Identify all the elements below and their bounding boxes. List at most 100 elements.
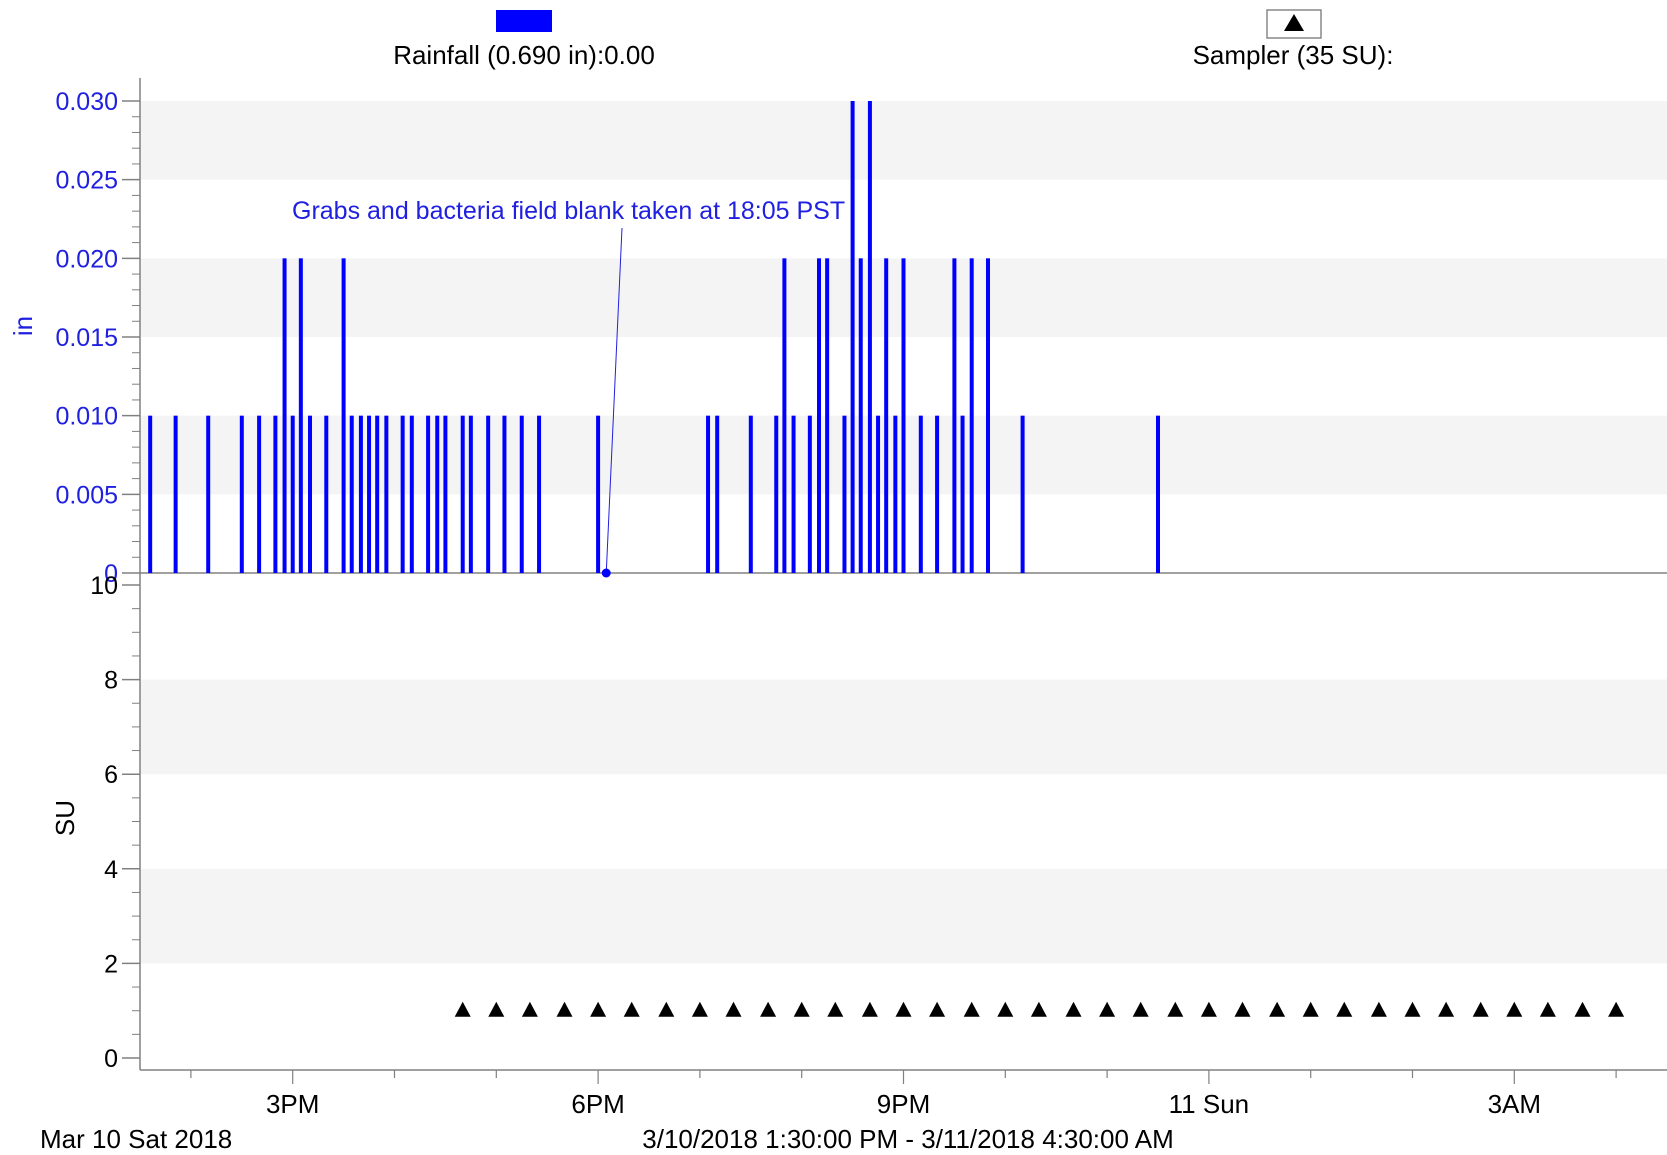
start-date-label: Mar 10 Sat 2018	[40, 1124, 232, 1154]
rainfall-bar	[384, 415, 389, 573]
rainfall-bar	[206, 415, 211, 573]
rainfall-bar	[290, 415, 295, 573]
rainfall-bar	[901, 258, 906, 573]
rainfall-bar	[324, 415, 329, 573]
rainfall-bar	[952, 258, 957, 573]
rainfall-bar	[876, 415, 881, 573]
rainfall-bar	[1156, 415, 1160, 573]
rainfall-bar	[596, 415, 601, 573]
sampler-marker	[827, 1001, 844, 1017]
rainfall-bar	[341, 258, 346, 573]
rainfall-bar	[774, 415, 779, 573]
sampler-marker	[623, 1001, 640, 1017]
rainfall-bar	[884, 258, 889, 573]
triangle-icon	[1284, 14, 1304, 31]
sampler-marker	[1269, 1001, 1286, 1017]
rainfall-bar	[148, 415, 153, 573]
sampler-marker	[488, 1001, 505, 1017]
sampler-marker	[1472, 1001, 1489, 1017]
rain-band	[140, 101, 1667, 180]
x-tick-label: 3PM	[266, 1089, 319, 1119]
annotation-leader-line	[605, 227, 623, 574]
sampler-marker	[1574, 1001, 1591, 1017]
sampler-marker	[1234, 1001, 1251, 1017]
su-y-tick-label: 8	[104, 667, 118, 695]
rain-y-tick-label: 0.030	[55, 88, 118, 116]
rainfall-bar	[537, 415, 542, 573]
rainfall-bar	[486, 415, 491, 573]
rainfall-bar	[918, 415, 923, 573]
sampler-marker	[454, 1001, 471, 1017]
sampler-marker	[556, 1001, 573, 1017]
rainfall-bar	[273, 415, 278, 573]
rainfall-bars	[148, 101, 1160, 573]
rainfall-bar	[409, 415, 414, 573]
rainfall-bar	[435, 415, 440, 573]
sampler-marker	[895, 1001, 912, 1017]
sampler-marker	[1539, 1001, 1556, 1017]
rainfall-bar	[519, 415, 524, 573]
sampler-marker	[1608, 1001, 1625, 1017]
sampler-marker	[1099, 1001, 1116, 1017]
rainfall-bar	[468, 415, 473, 573]
rain-axis-title: in	[8, 316, 38, 336]
sampler-marker	[658, 1001, 675, 1017]
rainfall-bar	[985, 258, 990, 573]
sampler-marker	[1302, 1001, 1319, 1017]
rainfall-bar	[969, 258, 974, 573]
rainfall-bar	[791, 415, 796, 573]
x-tick-label: 3AM	[1488, 1089, 1541, 1119]
rainfall-bar	[367, 415, 372, 573]
sampler-marker	[691, 1001, 708, 1017]
rainfall-bar	[858, 258, 863, 573]
rainfall-bar	[748, 415, 753, 573]
x-tick-label: 11 Sun	[1169, 1089, 1249, 1119]
rain-y-tick-label: 0.020	[55, 245, 118, 273]
sampler-marker	[1030, 1001, 1047, 1017]
rainfall-bar	[282, 258, 287, 573]
sampler-marker	[1336, 1001, 1353, 1017]
rainfall-bar	[257, 415, 262, 573]
rainfall-bar	[817, 258, 822, 573]
rainfall-bar	[400, 415, 405, 573]
rain-y-tick-label: 0.010	[55, 403, 118, 431]
su-y-tick-label: 0	[104, 1045, 118, 1073]
rainfall-bar	[825, 258, 830, 573]
rainfall-bar	[893, 415, 898, 573]
su-band	[140, 679, 1667, 775]
date-range-label: 3/10/2018 1:30:00 PM - 3/11/2018 4:30:00…	[642, 1124, 1173, 1154]
sampler-marker	[1065, 1001, 1082, 1017]
rain-y-tick-label: 0.025	[55, 167, 118, 195]
rain-y-tick-label: 0.015	[55, 324, 118, 352]
sampler-marker	[963, 1001, 980, 1017]
sampler-marker	[1370, 1001, 1387, 1017]
sampler-legend-label: Sampler (35 SU):	[1193, 40, 1394, 70]
rainfall-bar	[502, 415, 507, 573]
su-y-tick-label: 6	[104, 761, 118, 789]
rainfall-legend-swatch	[496, 10, 552, 32]
rainfall-bar	[1020, 415, 1025, 573]
sampler-marker	[1167, 1001, 1184, 1017]
rainfall-bar	[173, 415, 178, 573]
rainfall-bar	[443, 415, 448, 573]
rainfall-bar	[706, 415, 711, 573]
rainfall-bar	[715, 415, 720, 573]
rain-y-tick-label: 0	[104, 560, 118, 588]
sampler-marker	[521, 1001, 538, 1017]
sampler-markers	[454, 1001, 1625, 1017]
rainfall-bar	[842, 415, 847, 573]
su-y-tick-label: 4	[104, 856, 118, 884]
rain-y-tick-label: 0.005	[55, 481, 118, 509]
rainfall-bar	[308, 415, 313, 573]
x-tick-label: 6PM	[571, 1089, 624, 1119]
annotation-text: Grabs and bacteria field blank taken at …	[292, 197, 845, 225]
rainfall-bar	[935, 415, 940, 573]
rainfall-bar	[460, 415, 465, 573]
su-y-tick-label: 2	[104, 950, 118, 978]
rainfall-bar	[426, 415, 431, 573]
sampler-marker	[760, 1001, 777, 1017]
sampler-marker	[1132, 1001, 1149, 1017]
sampler-marker	[1200, 1001, 1217, 1017]
rainfall-bar	[782, 258, 787, 573]
